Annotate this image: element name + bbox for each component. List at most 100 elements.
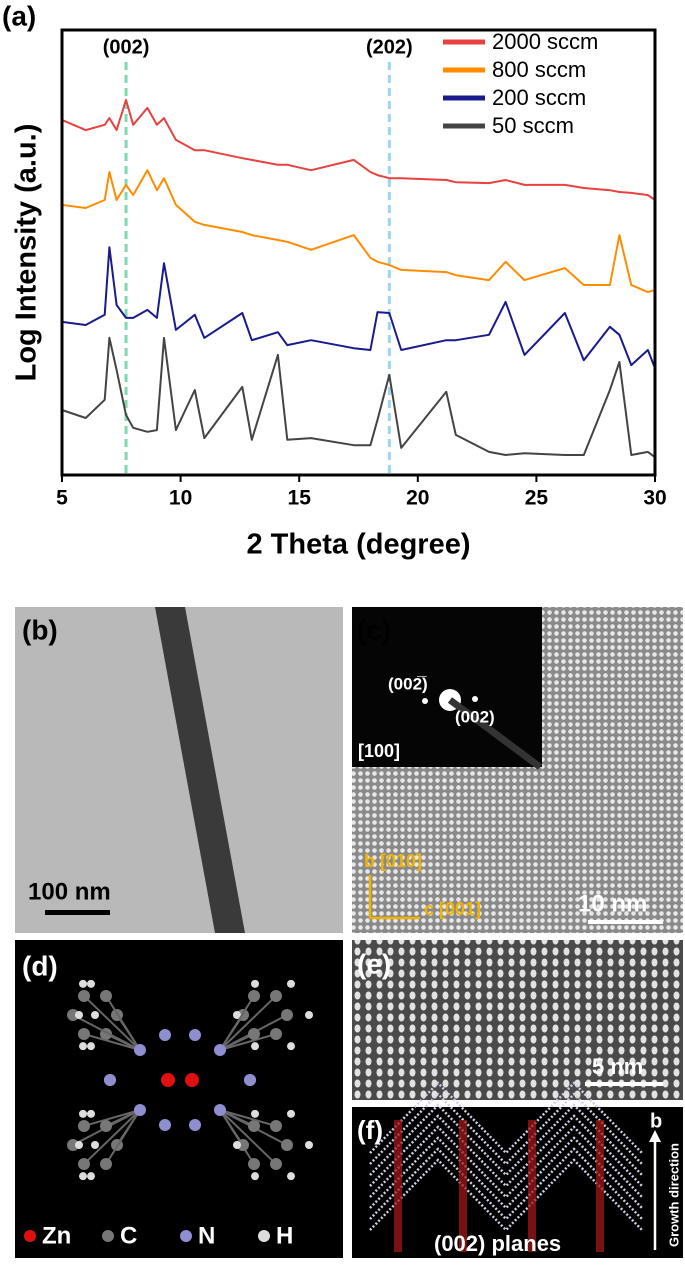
hydrogen-atom bbox=[287, 979, 295, 988]
plane-marker bbox=[394, 1120, 402, 1252]
series-line bbox=[61, 169, 656, 294]
planes-label: (002) planes bbox=[434, 1231, 561, 1256]
bond bbox=[83, 1109, 141, 1127]
scale-bar bbox=[588, 920, 663, 924]
nanowire bbox=[155, 607, 245, 933]
legend-label: N bbox=[198, 1222, 215, 1249]
atom-legend: Zn C N H bbox=[24, 1222, 293, 1249]
carbon-atom bbox=[270, 989, 282, 1002]
nitrogen-atom bbox=[189, 1029, 201, 1041]
carbon-atom bbox=[281, 1139, 293, 1151]
hydrogen-atom bbox=[87, 1042, 95, 1051]
hydrogen-atom bbox=[87, 979, 95, 988]
molecule-image bbox=[15, 940, 343, 1258]
carbon-atom bbox=[237, 1139, 249, 1151]
spot-label: (002) bbox=[455, 707, 495, 726]
panel-label: (f) bbox=[357, 1115, 383, 1145]
carbon-atom bbox=[281, 1009, 293, 1021]
saed-inset bbox=[352, 607, 542, 767]
plane-marker bbox=[528, 1120, 536, 1252]
plane-marker bbox=[459, 1120, 467, 1252]
scale-label: 5 nm bbox=[592, 1054, 643, 1079]
molecular-packing bbox=[369, 1081, 643, 1252]
nitrogen-atom bbox=[134, 1104, 146, 1116]
x-tick-label: 10 bbox=[169, 487, 192, 510]
series-line bbox=[61, 336, 656, 459]
hydrogen-atom bbox=[251, 1042, 259, 1051]
plot-frame bbox=[60, 28, 657, 477]
molecule bbox=[67, 979, 313, 1181]
bond bbox=[219, 1109, 277, 1127]
hydrogen-atom bbox=[251, 1109, 259, 1118]
nitrogen-atom bbox=[159, 1119, 171, 1131]
panel-label: (b) bbox=[22, 614, 58, 645]
carbon-atom bbox=[248, 1158, 260, 1171]
plane-marker bbox=[596, 1120, 604, 1252]
x-tick-label: 25 bbox=[525, 487, 549, 510]
hydrogen-atom bbox=[251, 1172, 259, 1181]
saed-spot bbox=[472, 696, 478, 702]
legend-dot bbox=[102, 1230, 114, 1242]
hydrogen-atom bbox=[75, 1011, 83, 1019]
arrow-head bbox=[649, 1130, 661, 1142]
axis-label: b bbox=[650, 1110, 662, 1132]
zinc-atom bbox=[161, 1073, 175, 1087]
carbon-atom bbox=[100, 1119, 112, 1132]
nitrogen-atom bbox=[189, 1119, 201, 1131]
bond bbox=[83, 995, 141, 1051]
carbon-atom bbox=[248, 1028, 260, 1041]
carbon-atom bbox=[270, 1028, 282, 1041]
legend-dot bbox=[258, 1230, 270, 1242]
bond bbox=[83, 1033, 141, 1051]
carbon-atom bbox=[78, 1028, 90, 1041]
carbon-atom bbox=[248, 1119, 260, 1132]
molecule-row bbox=[369, 1092, 643, 1166]
nitrogen-atom bbox=[159, 1029, 171, 1041]
legend-label: Zn bbox=[42, 1222, 71, 1249]
hrtem-image bbox=[352, 940, 683, 1100]
bond bbox=[219, 1109, 277, 1165]
hydrogen-atom bbox=[233, 1011, 241, 1019]
carbon-atom bbox=[67, 1009, 79, 1021]
bond bbox=[219, 1033, 277, 1051]
x-tick-label: 20 bbox=[406, 487, 429, 510]
direction-label: Growth direction bbox=[666, 1143, 681, 1247]
bond bbox=[219, 1109, 255, 1127]
nitrogen-atom bbox=[214, 1044, 226, 1056]
bond bbox=[219, 995, 277, 1051]
hydrogen-atom bbox=[91, 1141, 99, 1149]
hydrogen-atom bbox=[233, 1141, 241, 1149]
carbon-atom bbox=[78, 1119, 90, 1132]
axis-label: b [010] bbox=[364, 851, 422, 871]
saed-spot bbox=[422, 698, 428, 704]
legend-label: C bbox=[120, 1222, 137, 1249]
carbon-atom bbox=[270, 1119, 282, 1132]
panel-label: (e) bbox=[357, 948, 391, 979]
hydrogen-atom bbox=[287, 1042, 295, 1051]
x-tick-label: 15 bbox=[288, 487, 312, 510]
legend-label: 2000 sccm bbox=[492, 29, 598, 54]
hydrogen-atom bbox=[251, 979, 259, 988]
scale-bar bbox=[45, 910, 110, 915]
zinc-atom bbox=[185, 1073, 199, 1087]
carbon-atom bbox=[270, 1158, 282, 1171]
annotation: (002) bbox=[103, 36, 150, 58]
hydrogen-atom bbox=[287, 1109, 295, 1118]
bond bbox=[105, 995, 141, 1051]
zone-axis: [100] bbox=[358, 741, 400, 761]
carbon-atom bbox=[248, 989, 260, 1002]
hydrogen-atom bbox=[305, 1011, 313, 1019]
axis-label: c [001] bbox=[424, 899, 481, 919]
annotation: (202) bbox=[366, 36, 413, 58]
x-axis-label: 2 Theta (degree) bbox=[247, 529, 471, 561]
panel-label: (c) bbox=[357, 614, 391, 645]
nitrogen-atom bbox=[104, 1074, 116, 1086]
legend-label: 50 sccm bbox=[492, 113, 574, 138]
bond bbox=[219, 1033, 255, 1051]
spot-label: (002̅) bbox=[388, 674, 428, 693]
legend-dot bbox=[24, 1230, 36, 1242]
hydrogen-atom bbox=[87, 1109, 95, 1118]
panel-label: (d) bbox=[22, 950, 58, 981]
bond bbox=[105, 1109, 141, 1165]
